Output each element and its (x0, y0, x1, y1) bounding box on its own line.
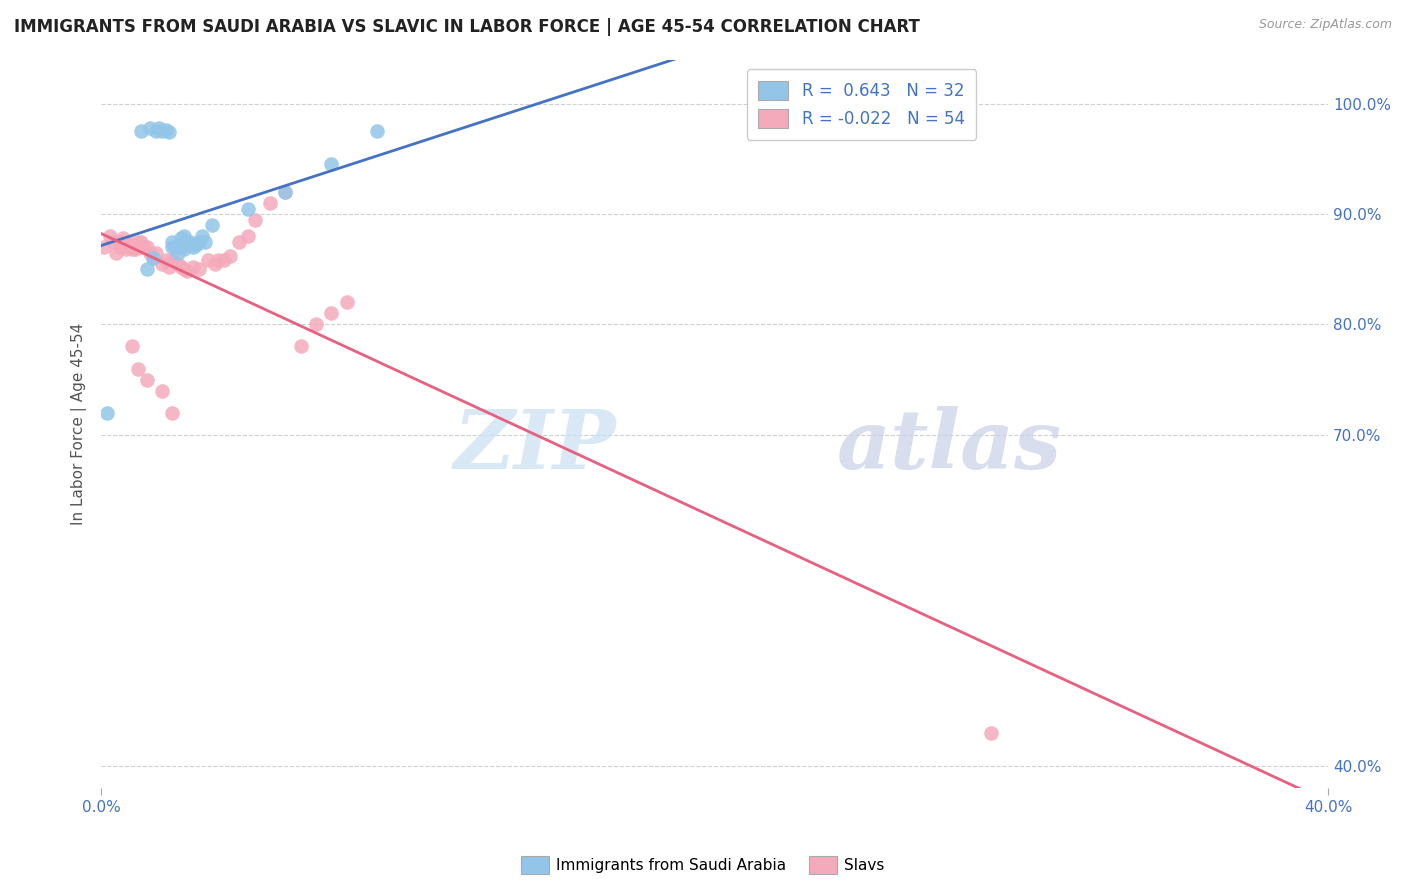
Point (155, 253, 177, 268)
Point (142, 251, 165, 265)
Point (181, 260, 204, 274)
Point (139, 121, 162, 136)
Point (124, 240, 146, 254)
Point (197, 253, 219, 268)
Point (274, 185, 297, 199)
Point (152, 384, 174, 398)
Point (98, 229, 121, 244)
Point (136, 240, 159, 254)
Point (129, 124, 152, 138)
Point (93, 240, 115, 254)
Point (173, 262, 195, 277)
Point (139, 245, 162, 260)
Point (207, 253, 229, 268)
Point (142, 251, 165, 265)
Text: ZIP: ZIP (454, 406, 616, 485)
Point (136, 373, 159, 387)
Point (335, 295, 357, 310)
Point (145, 124, 167, 138)
Point (127, 361, 149, 376)
Point (259, 196, 281, 211)
Point (121, 243, 143, 257)
Point (179, 235, 201, 249)
Point (157, 260, 180, 274)
Point (118, 240, 141, 254)
Text: Source: ZipAtlas.com: Source: ZipAtlas.com (1258, 18, 1392, 31)
Point (305, 318, 328, 332)
Point (157, 125, 180, 139)
Point (321, 306, 343, 320)
Text: IMMIGRANTS FROM SAUDI ARABIA VS SLAVIC IN LABOR FORCE | AGE 45-54 CORRELATION CH: IMMIGRANTS FROM SAUDI ARABIA VS SLAVIC I… (14, 18, 920, 36)
Point (108, 240, 131, 254)
Point (148, 121, 170, 136)
Point (160, 235, 183, 249)
Point (166, 240, 188, 254)
Point (173, 243, 195, 257)
Point (121, 238, 143, 252)
Point (191, 229, 214, 244)
Point (111, 231, 134, 245)
Point (170, 231, 193, 245)
Point (132, 240, 155, 254)
Point (127, 235, 149, 249)
Y-axis label: In Labor Force | Age 45-54: In Labor Force | Age 45-54 (72, 323, 87, 524)
Point (176, 235, 198, 249)
Point (124, 243, 146, 257)
Point (212, 253, 235, 268)
Point (166, 257, 188, 271)
Point (176, 264, 198, 278)
Point (96, 406, 118, 420)
Legend: Immigrants from Saudi Arabia, Slavs: Immigrants from Saudi Arabia, Slavs (515, 850, 891, 880)
Point (219, 249, 242, 263)
Point (121, 339, 143, 353)
Point (181, 240, 204, 254)
Point (238, 202, 260, 216)
Point (152, 124, 174, 138)
Point (194, 235, 217, 249)
Point (290, 339, 312, 353)
Point (114, 238, 136, 252)
Point (228, 235, 250, 249)
Point (160, 253, 183, 268)
Point (129, 235, 152, 249)
Point (173, 229, 195, 244)
Point (321, 157, 343, 171)
Point (243, 212, 266, 227)
Point (136, 262, 159, 277)
Point (366, 124, 388, 138)
Point (163, 240, 186, 254)
Point (980, 725, 1002, 739)
Point (176, 235, 198, 249)
Point (103, 235, 125, 249)
Point (274, 185, 297, 199)
Point (186, 238, 208, 252)
Legend: R =  0.643   N = 32, R = -0.022   N = 54: R = 0.643 N = 32, R = -0.022 N = 54 (747, 70, 976, 139)
Text: atlas: atlas (838, 406, 1063, 485)
Point (160, 406, 183, 420)
Point (200, 218, 222, 232)
Point (188, 235, 211, 249)
Point (238, 229, 260, 244)
Point (129, 240, 152, 254)
Point (166, 245, 188, 260)
Point (152, 257, 174, 271)
Point (105, 245, 128, 260)
Point (114, 243, 136, 257)
Point (170, 240, 193, 254)
Point (111, 236, 134, 251)
Point (145, 245, 167, 260)
Point (155, 123, 177, 137)
Point (204, 257, 226, 271)
Point (188, 262, 211, 277)
Point (108, 235, 131, 249)
Point (170, 260, 193, 274)
Point (160, 240, 183, 254)
Point (118, 235, 141, 249)
